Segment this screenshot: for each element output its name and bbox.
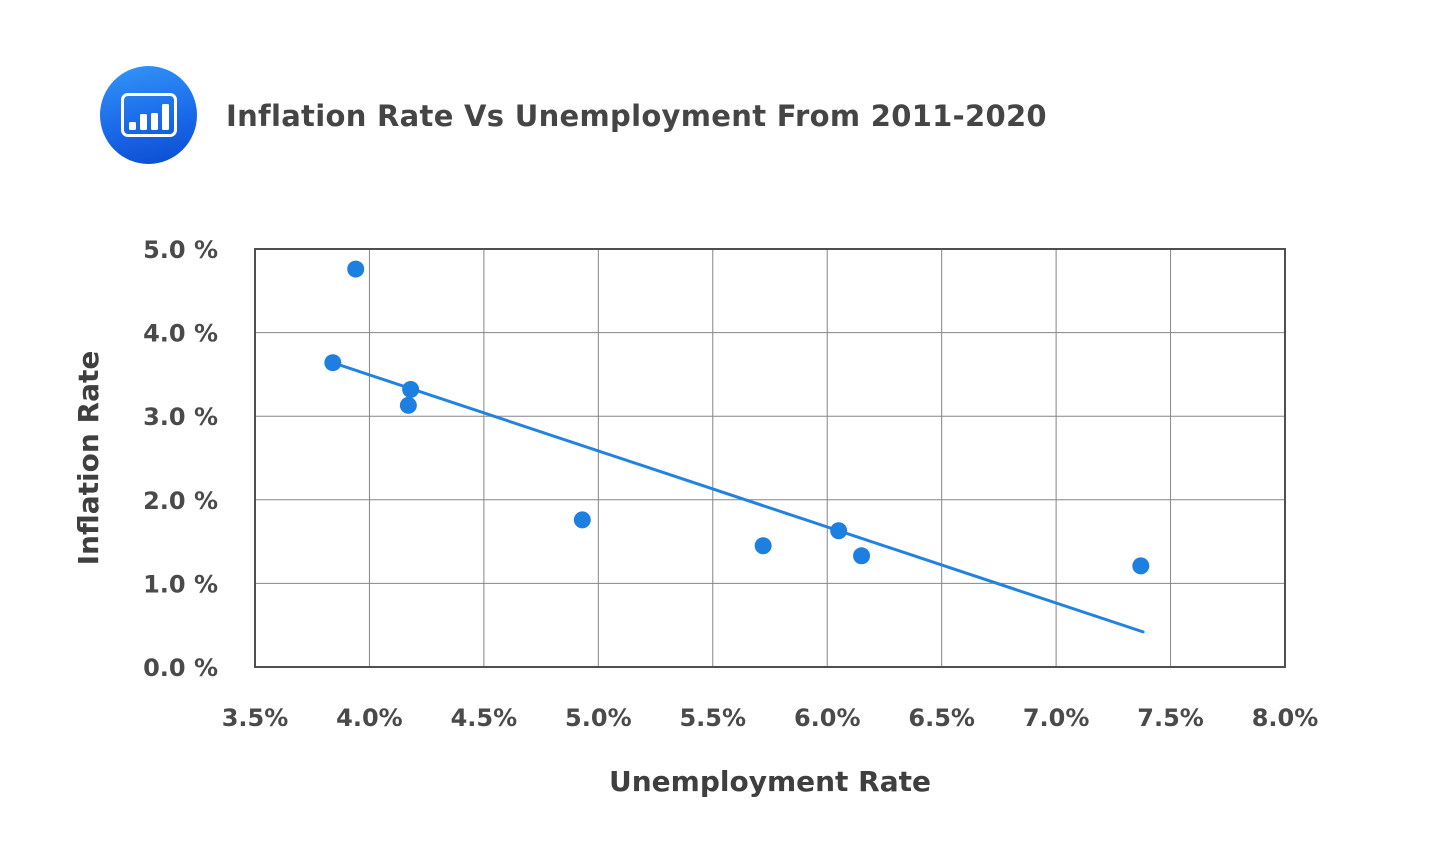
bar-chart-icon-bar [128,122,136,130]
data-point [402,380,420,398]
data-point [347,260,365,278]
data-point [830,522,848,540]
y-tick-label: 1.0 % [143,570,218,598]
data-point [399,396,417,414]
x-tick-label: 6.5% [908,704,975,732]
y-tick-label: 4.0 % [143,320,218,348]
data-point [853,547,871,565]
y-tick-label: 3.0 % [143,403,218,431]
x-tick-label: 7.5% [1137,704,1204,732]
x-tick-label: 5.5% [679,704,746,732]
bar-chart-icon [100,66,197,164]
y-tick-label: 5.0 % [143,236,218,264]
bar-chart-icon-bar [139,114,147,130]
trend-line [331,361,1145,634]
x-tick-label: 6.0% [794,704,861,732]
x-tick-label: 7.0% [1023,704,1090,732]
x-axis-title: Unemployment Rate [609,765,931,798]
data-point [1132,557,1150,575]
data-point [573,511,591,529]
x-axis-tick-labels: 3.5% 4.0% 4.5% 5.0% 5.5% 6.0% 6.5% 7.0% 7.5% 8.0% [222,704,1319,732]
bar-chart-icon-frame [120,93,177,137]
x-tick-label: 4.0% [336,704,403,732]
grid-lines [254,248,1286,668]
y-tick-label: 0.0 % [143,654,218,682]
bar-chart-icon-bar [161,104,169,130]
x-tick-label: 8.0% [1252,704,1319,732]
x-tick-label: 4.5% [451,704,518,732]
y-axis-tick-labels: 0.0 % 1.0 % 2.0 % 3.0 % 4.0 % 5.0 % [143,236,218,682]
page-title: Inflation Rate Vs Unemployment From 2011… [226,99,1047,133]
data-points-group [324,260,1150,575]
trend-line-group [331,361,1145,634]
bar-chart-icon-bar [150,113,158,130]
x-tick-label: 5.0% [565,704,632,732]
y-axis-title: Inflation Rate [72,351,105,566]
data-point [754,537,772,555]
plot-area-border [254,248,1286,668]
x-tick-label: 3.5% [222,704,289,732]
data-point [324,354,342,372]
y-tick-label: 2.0 % [143,487,218,515]
